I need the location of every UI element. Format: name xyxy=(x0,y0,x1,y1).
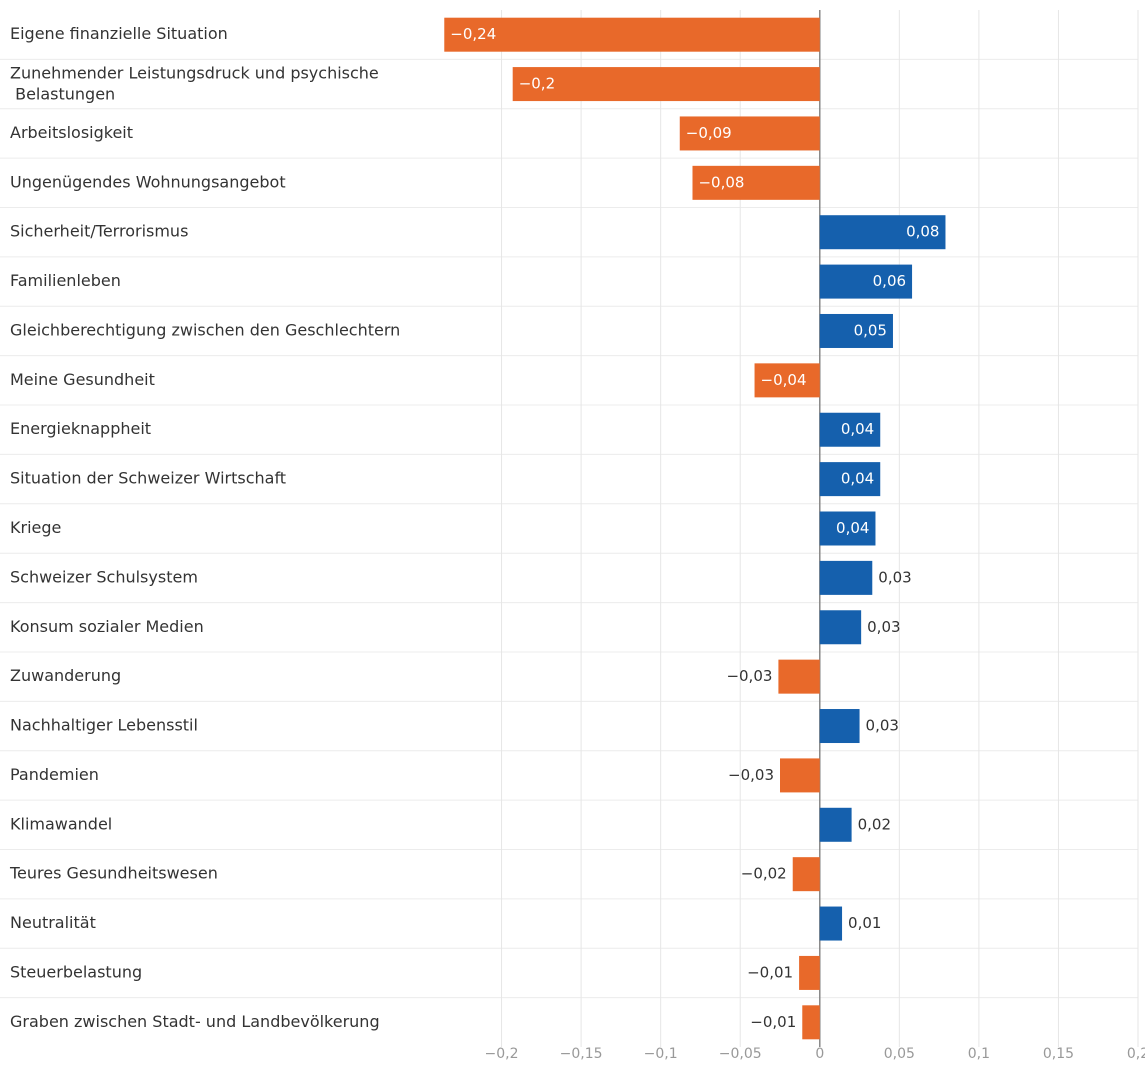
bar xyxy=(792,857,820,892)
bar xyxy=(819,462,881,497)
x-tick-label: 0,1 xyxy=(968,1046,990,1062)
category-label: Energieknappheit xyxy=(10,419,151,438)
category-label: Teures Gesundheitswesen xyxy=(9,864,218,883)
category-label: Gleichberechtigung zwischen den Geschlec… xyxy=(10,320,400,339)
x-tick-label: 0,15 xyxy=(1043,1046,1074,1062)
category-label: Familienleben xyxy=(10,271,121,290)
category-label: Zunehmender Leistungsdruck und psychisch… xyxy=(10,63,379,103)
bar xyxy=(819,313,893,348)
value-label: −0,01 xyxy=(750,1013,796,1031)
category-label: Schweizer Schulsystem xyxy=(10,567,198,586)
value-label: 0,04 xyxy=(841,420,874,438)
category-label: Arbeitslosigkeit xyxy=(10,123,133,142)
bar xyxy=(819,709,860,744)
bar xyxy=(754,363,820,398)
category-label: Sicherheit/Terrorismus xyxy=(10,222,188,241)
bar xyxy=(778,659,820,694)
category-label: Eigene finanzielle Situation xyxy=(10,24,228,43)
bar xyxy=(512,67,820,102)
value-label: 0,08 xyxy=(906,223,939,241)
category-label: Kriege xyxy=(10,518,61,537)
bar xyxy=(819,412,881,447)
category-label: Zuwanderung xyxy=(10,666,121,685)
x-tick-label: −0,15 xyxy=(560,1046,603,1062)
value-label: 0,04 xyxy=(841,470,874,488)
x-tick-label: −0,1 xyxy=(644,1046,678,1062)
value-label: 0,02 xyxy=(858,815,891,833)
category-label: Klimawandel xyxy=(10,814,112,833)
value-label: −0,01 xyxy=(747,963,793,981)
value-label: −0,03 xyxy=(728,766,774,784)
bar xyxy=(799,955,820,990)
value-label: −0,08 xyxy=(698,173,744,191)
value-label: 0,06 xyxy=(873,272,906,290)
category-label: Nachhaltiger Lebensstil xyxy=(10,716,198,735)
value-label: −0,2 xyxy=(519,75,555,93)
value-label: 0,03 xyxy=(878,568,911,586)
x-tick-label: 0 xyxy=(815,1046,824,1062)
value-label: −0,09 xyxy=(686,124,732,142)
bar xyxy=(819,511,876,546)
bar xyxy=(819,807,852,842)
bar xyxy=(802,1005,820,1040)
category-label: Steuerbelastung xyxy=(10,962,142,981)
bar xyxy=(819,215,946,250)
value-label: −0,02 xyxy=(741,865,787,883)
value-label: 0,05 xyxy=(854,321,887,339)
category-label-line: Belastungen xyxy=(10,84,115,103)
value-label: −0,24 xyxy=(450,25,496,43)
grid xyxy=(0,10,1139,1047)
bar xyxy=(692,165,820,200)
bar xyxy=(819,560,873,595)
bar xyxy=(444,17,820,52)
category-label-line: Zunehmender Leistungsdruck und psychisch… xyxy=(10,63,379,82)
value-label: 0,04 xyxy=(836,519,869,537)
value-label: 0,03 xyxy=(866,717,899,735)
bar xyxy=(780,758,820,793)
x-tick-label: 0,05 xyxy=(884,1046,915,1062)
bar xyxy=(819,610,862,645)
bar xyxy=(679,116,820,151)
category-label: Ungenügendes Wohnungsangebot xyxy=(10,172,286,191)
value-label: 0,01 xyxy=(848,914,881,932)
value-label: −0,04 xyxy=(761,371,807,389)
x-tick-label: −0,05 xyxy=(719,1046,762,1062)
x-tick-label: 0,2 xyxy=(1127,1046,1145,1062)
category-label: Graben zwischen Stadt- und Landbevölkeru… xyxy=(10,1012,380,1031)
category-label: Meine Gesundheit xyxy=(10,370,155,389)
value-label: −0,03 xyxy=(726,667,772,685)
x-tick-label: −0,2 xyxy=(485,1046,519,1062)
value-label: 0,03 xyxy=(867,618,900,636)
category-label: Situation der Schweizer Wirtschaft xyxy=(10,469,286,488)
category-label: Pandemien xyxy=(10,765,99,784)
category-label: Konsum sozialer Medien xyxy=(10,617,204,636)
category-label: Neutralität xyxy=(10,913,96,932)
bar xyxy=(819,264,913,299)
bar xyxy=(819,906,843,941)
